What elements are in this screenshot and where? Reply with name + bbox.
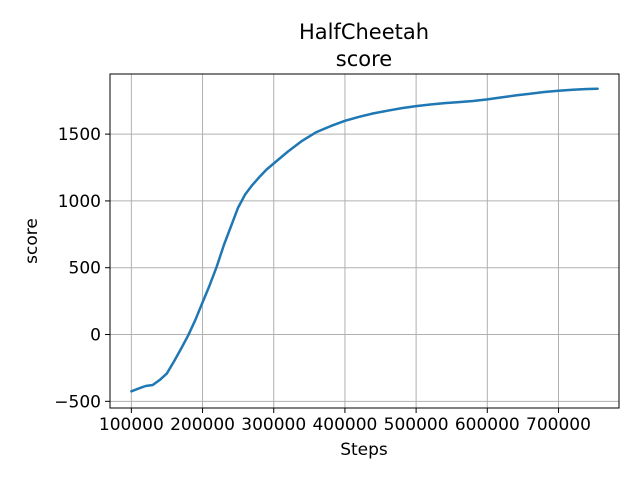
x-tick-label: 700000 [526,415,591,435]
x-tick-label: 100000 [99,415,164,435]
chart-subtitle: score [336,47,392,71]
x-axis-label: Steps [340,440,388,460]
y-axis-label: score [22,218,42,264]
y-tick-label: −500 [54,392,101,412]
x-tick-label: 200000 [170,415,235,435]
y-tick-label: 500 [69,259,101,279]
grid-lines [110,74,619,408]
axis-ticks: 100000 200000 300000 400000 500000 600000 7000… [54,125,591,435]
x-tick-label: 400000 [312,415,377,435]
score-series-line [130,87,599,393]
plot-frame [109,73,620,409]
y-tick-label: 1500 [58,125,101,145]
y-tick-label: 0 [90,326,101,346]
x-tick-label: 600000 [455,415,520,435]
x-tick-label: 500000 [384,415,449,435]
y-tick-label: 1000 [58,192,101,212]
chart-title: HalfCheetah [299,20,429,44]
x-tick-label: 300000 [241,415,306,435]
series-layer [130,87,599,393]
